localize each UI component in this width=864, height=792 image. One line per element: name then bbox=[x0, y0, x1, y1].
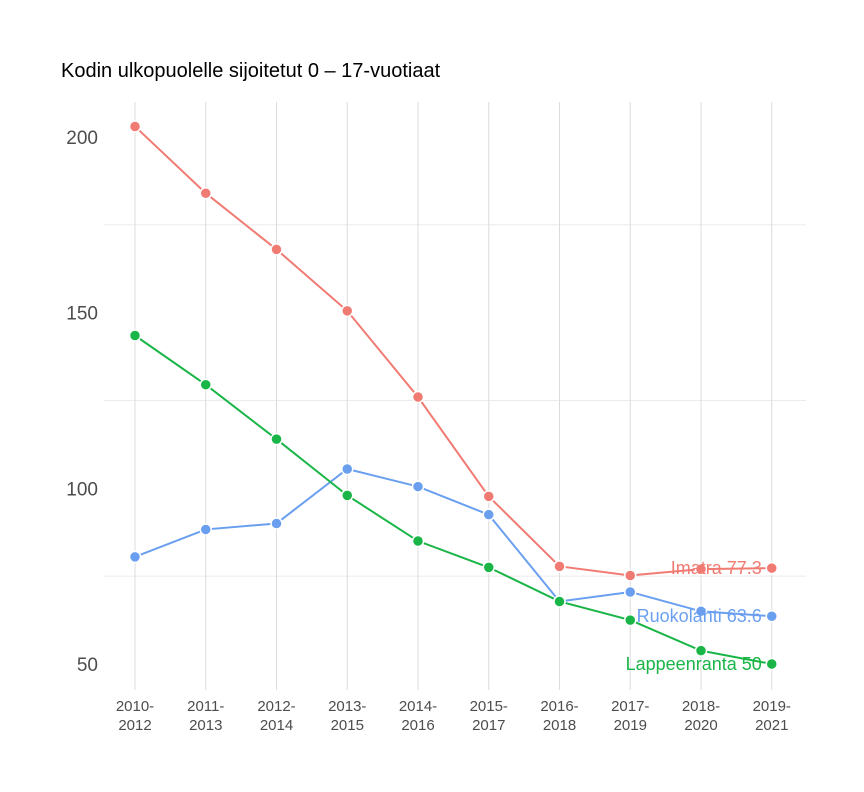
end-label-imatra: Imatra 77.3 bbox=[671, 558, 762, 578]
y-tick-label: 200 bbox=[66, 128, 98, 149]
x-tick-label: 2018-2020 bbox=[682, 698, 720, 734]
x-tick-label: 2010-2012 bbox=[116, 698, 154, 734]
data-point-lappeenranta bbox=[482, 561, 495, 574]
data-point-imatra bbox=[482, 490, 495, 503]
y-tick-label: 150 bbox=[66, 304, 98, 325]
data-point-ruokolahti bbox=[765, 609, 778, 623]
data-point-ruokolahti bbox=[694, 605, 708, 618]
data-point-imatra bbox=[765, 561, 778, 575]
series-line-ruokolahti bbox=[134, 467, 772, 618]
data-point-ruokolahti bbox=[482, 508, 495, 521]
series-line-lappeenranta bbox=[134, 334, 772, 665]
data-point-ruokolahti bbox=[199, 523, 212, 536]
end-label-lappeenranta: Lappeenranta 50 bbox=[626, 654, 762, 674]
x-tick-label: 2015-2017 bbox=[470, 698, 508, 734]
data-point-lappeenranta bbox=[624, 613, 637, 627]
data-point-imatra bbox=[270, 243, 283, 256]
series-line-imatra bbox=[134, 125, 772, 577]
data-point-ruokolahti bbox=[128, 550, 142, 564]
series-lines bbox=[134, 125, 772, 665]
y-tick-label: 50 bbox=[77, 655, 98, 676]
data-point-lappeenranta bbox=[128, 329, 142, 342]
data-point-ruokolahti bbox=[624, 585, 637, 599]
x-tick-label: 2011-2013 bbox=[187, 698, 224, 734]
x-tick-label: 2016-2018 bbox=[540, 698, 578, 734]
x-tick-label: 2012-2014 bbox=[257, 698, 295, 734]
x-axis-tick-labels: 2010-2012 2011-2013 2012-2014 2013-2015 2014… bbox=[116, 698, 791, 734]
x-tick-label: 2019-2021 bbox=[753, 698, 791, 734]
x-tick-label: 2014-2016 bbox=[399, 698, 437, 734]
data-point-imatra bbox=[128, 120, 142, 133]
data-point-imatra bbox=[624, 569, 637, 582]
y-tick-label: 100 bbox=[66, 479, 98, 500]
data-point-lappeenranta bbox=[765, 657, 778, 671]
x-tick-label: 2017-2019 bbox=[611, 698, 649, 734]
data-point-imatra bbox=[553, 560, 566, 573]
data-point-imatra bbox=[411, 390, 425, 404]
series-end-labels: Imatra 77.3 Ruokolahti 63.6 Lappeenranta 5… bbox=[626, 558, 762, 674]
data-point-lappeenranta bbox=[411, 534, 425, 548]
data-point-lappeenranta bbox=[694, 644, 708, 657]
data-point-lappeenranta bbox=[341, 489, 354, 502]
series-points bbox=[128, 120, 778, 671]
data-point-imatra bbox=[199, 186, 212, 200]
data-point-ruokolahti bbox=[270, 517, 283, 530]
y-axis-tick-labels: 50 100 150 200 bbox=[66, 128, 98, 676]
data-point-imatra bbox=[694, 562, 708, 576]
end-label-ruokolahti: Ruokolahti 63.6 bbox=[637, 606, 762, 626]
data-point-ruokolahti bbox=[341, 462, 354, 476]
data-point-ruokolahti bbox=[411, 480, 425, 493]
data-point-lappeenranta bbox=[270, 432, 283, 446]
data-point-lappeenranta bbox=[553, 595, 566, 608]
chart-title: Kodin ulkopuolelle sijoitetut 0 – 17-vuo… bbox=[61, 60, 441, 82]
x-tick-label: 2013-2015 bbox=[328, 698, 366, 734]
data-point-imatra bbox=[341, 304, 354, 318]
data-point-lappeenranta bbox=[199, 378, 212, 391]
grid bbox=[104, 102, 806, 690]
